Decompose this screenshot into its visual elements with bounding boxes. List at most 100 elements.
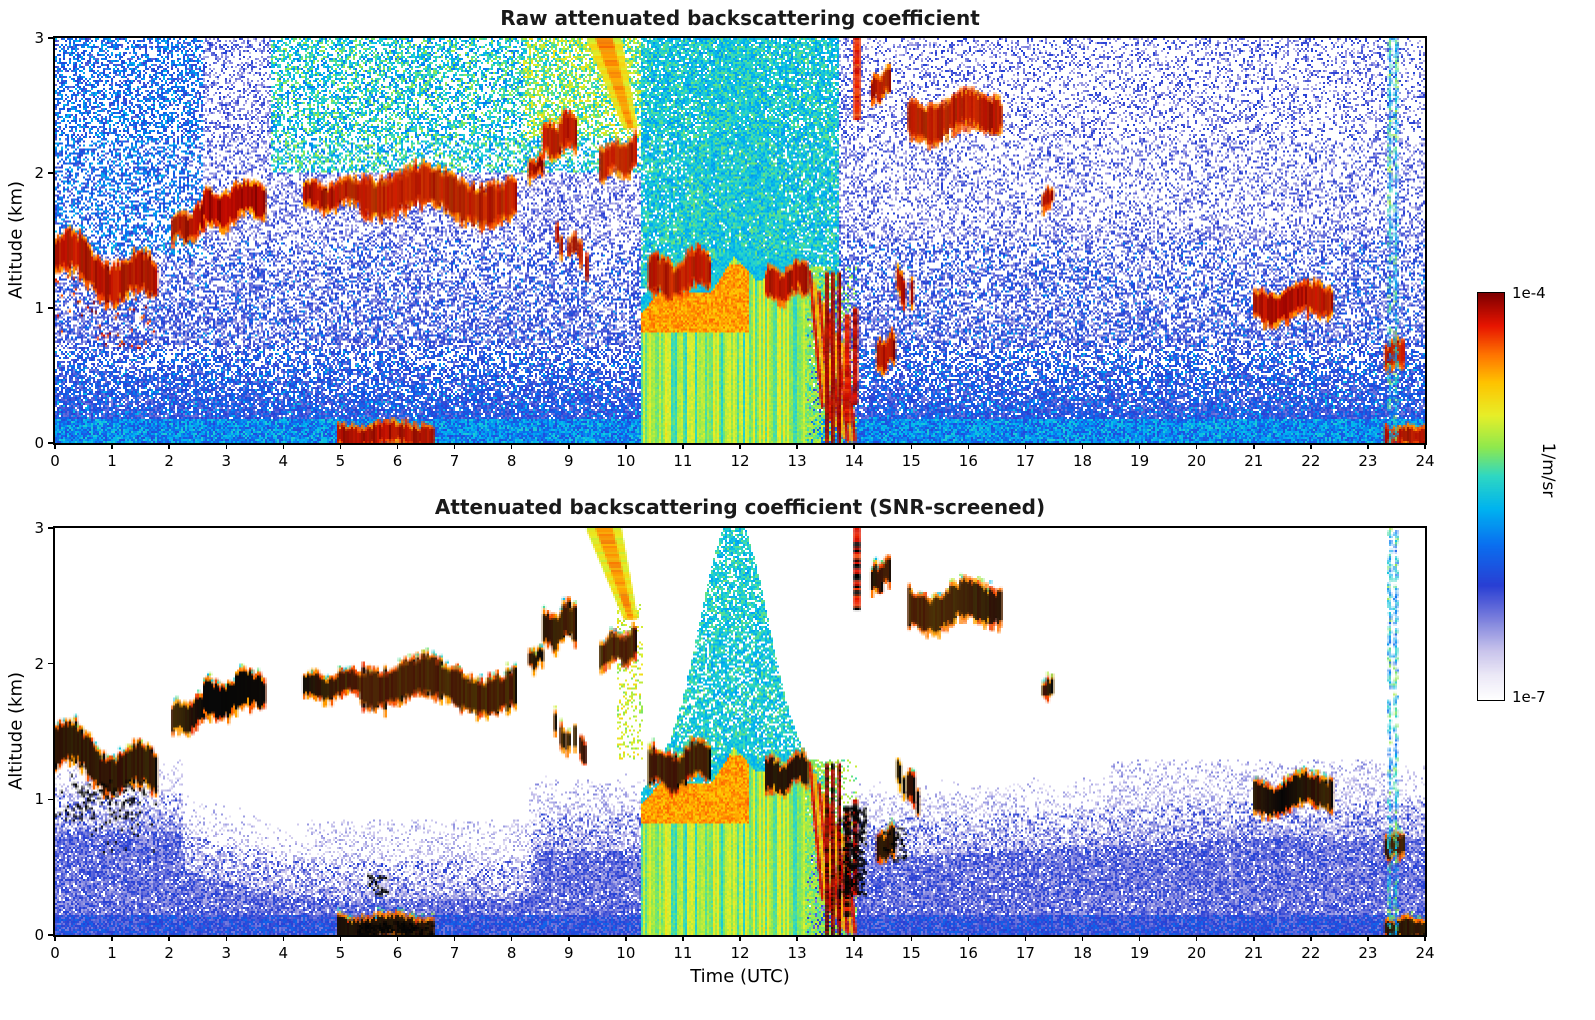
x-tick-label: 6 [392, 944, 403, 962]
y-tick-mark [48, 662, 55, 665]
x-tick-label: 5 [335, 944, 346, 962]
x-tick-mark [510, 935, 513, 941]
x-tick-mark [625, 443, 627, 449]
x-tick-mark [682, 443, 684, 449]
panel-raw-title: Raw attenuated backscattering coefficien… [500, 6, 980, 30]
x-tick-mark [1195, 443, 1198, 449]
x-tick-mark [168, 443, 170, 449]
x-tick-label: 11 [673, 452, 693, 470]
y-tick-label: 2 [34, 164, 44, 182]
x-tick-label: 15 [901, 452, 921, 470]
x-tick-mark [225, 935, 227, 941]
x-tick-mark [1253, 935, 1255, 941]
x-tick-label: 18 [1072, 944, 1093, 962]
y-tick-mark [48, 798, 55, 801]
x-tick-label: 10 [616, 944, 636, 962]
x-tick-label: 11 [673, 944, 693, 962]
x-tick-mark [739, 935, 741, 941]
panel-screened-title: Attenuated backscattering coefficient (S… [434, 495, 1046, 519]
x-tick-mark [568, 935, 570, 941]
x-tick-label: 17 [1015, 452, 1035, 470]
x-tick-label: 3 [221, 944, 232, 962]
x-tick-label: 20 [1187, 452, 1207, 470]
x-tick-mark [967, 935, 970, 941]
y-tick-label: 1 [34, 790, 44, 809]
x-tick-mark [168, 935, 170, 941]
colorbar-min-label: 1e-7 [1512, 688, 1546, 706]
x-tick-mark [853, 935, 855, 941]
x-tick-label: 24 [1415, 452, 1435, 470]
y-tick-mark [48, 172, 55, 174]
x-tick-mark [1367, 935, 1369, 941]
x-tick-label: 10 [616, 452, 636, 470]
x-tick-label: 13 [787, 944, 807, 962]
x-tick-label: 1 [107, 452, 117, 470]
x-tick-mark [967, 443, 970, 449]
panel-screened-y-axis-label: Altitude (km) [5, 671, 27, 791]
x-tick-mark [1138, 935, 1141, 941]
x-tick-label: 0 [50, 944, 60, 962]
x-tick-label: 0 [50, 452, 60, 470]
x-tick-mark [682, 935, 684, 941]
colorbar-gradient-canvas [1478, 293, 1504, 700]
x-tick-label: 22 [1301, 452, 1321, 470]
x-tick-label: 8 [506, 452, 517, 470]
panel-raw-heatmap-canvas [55, 38, 1425, 443]
x-tick-mark [853, 443, 855, 449]
x-tick-mark [1424, 935, 1426, 941]
x-tick-label: 19 [1130, 944, 1150, 962]
x-tick-mark [225, 443, 227, 449]
y-tick-mark [48, 442, 55, 444]
x-tick-label: 16 [958, 944, 978, 962]
x-tick-mark [339, 443, 342, 449]
x-tick-label: 21 [1244, 452, 1264, 470]
x-tick-mark [1310, 443, 1312, 449]
y-tick-label: 2 [34, 654, 44, 673]
x-tick-mark [453, 935, 456, 941]
x-tick-mark [111, 935, 113, 941]
x-tick-label: 3 [221, 452, 232, 470]
x-tick-label: 2 [164, 944, 174, 962]
x-tick-label: 15 [901, 944, 921, 962]
y-tick-mark [48, 307, 55, 309]
panel-raw-plot-area [53, 36, 1427, 445]
x-tick-mark [282, 443, 285, 449]
x-tick-mark [1253, 443, 1255, 449]
x-tick-mark [625, 935, 627, 941]
x-tick-mark [1024, 443, 1027, 449]
x-tick-mark [396, 443, 399, 449]
colorbar [1477, 292, 1505, 701]
x-tick-label: 12 [730, 452, 750, 470]
x-tick-label: 24 [1415, 944, 1435, 962]
x-tick-label: 1 [107, 944, 117, 962]
x-tick-label: 23 [1358, 452, 1378, 470]
x-tick-label: 17 [1015, 944, 1035, 962]
y-tick-label: 1 [34, 299, 44, 317]
x-tick-label: 19 [1130, 452, 1150, 470]
panel-raw-y-axis-label: Altitude (km) [5, 180, 27, 300]
x-tick-label: 21 [1244, 944, 1264, 962]
x-tick-mark [510, 443, 513, 449]
x-tick-mark [1424, 443, 1426, 449]
x-tick-label: 2 [164, 452, 174, 470]
x-tick-mark [54, 443, 56, 449]
x-tick-mark [910, 935, 912, 941]
x-tick-mark [111, 443, 113, 449]
x-tick-label: 4 [278, 944, 289, 962]
y-tick-label: 3 [34, 519, 44, 537]
x-tick-mark [396, 935, 399, 941]
x-tick-label: 5 [335, 452, 346, 470]
y-tick-label: 0 [34, 926, 44, 944]
x-tick-label: 7 [449, 452, 460, 470]
x-tick-label: 14 [844, 944, 864, 962]
x-tick-mark [339, 935, 342, 941]
x-tick-mark [910, 443, 912, 449]
x-tick-label: 9 [563, 944, 574, 962]
x-tick-mark [453, 443, 456, 449]
x-tick-mark [568, 443, 570, 449]
x-tick-mark [796, 935, 798, 941]
x-tick-mark [1138, 443, 1141, 449]
x-tick-label: 9 [563, 452, 574, 470]
panel-screened-heatmap-canvas [55, 528, 1425, 935]
y-tick-mark [48, 934, 55, 936]
